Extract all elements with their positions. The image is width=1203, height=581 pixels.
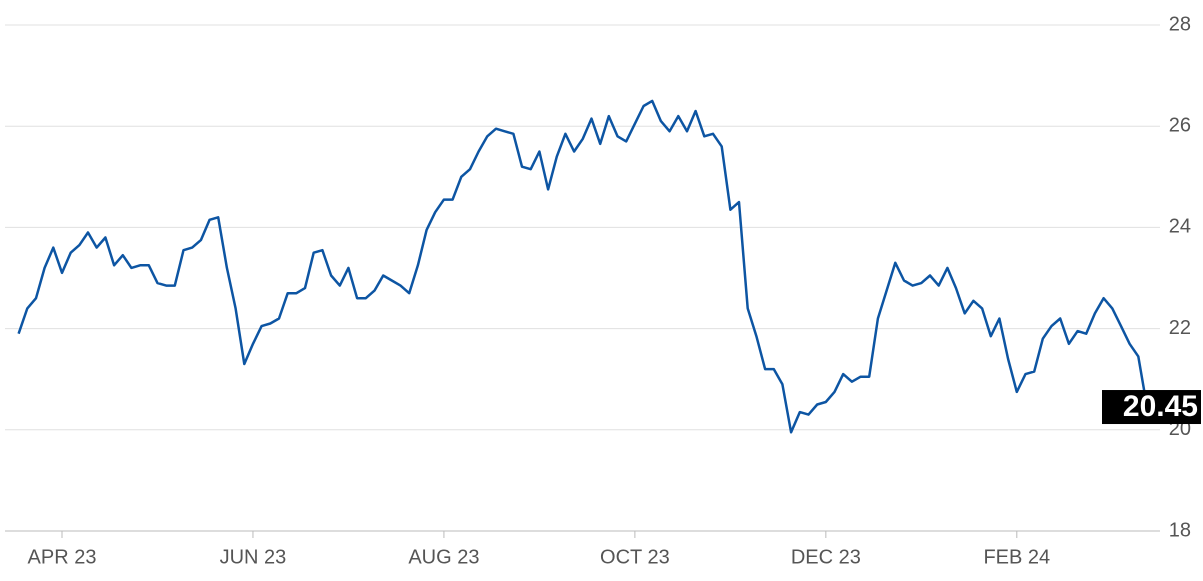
x-tick-label: OCT 23 [600, 546, 670, 568]
y-tick-label: 28 [1169, 13, 1191, 35]
price-line [17, 99, 1149, 434]
last-value-label: 20.45 [1123, 390, 1198, 423]
x-tick-label: DEC 23 [791, 546, 861, 568]
y-tick-label: 24 [1169, 216, 1191, 238]
x-tick-label: APR 23 [28, 546, 97, 568]
x-tick-label: JUN 23 [220, 546, 287, 568]
last-value-badge [1102, 390, 1201, 425]
x-tick-label: FEB 24 [983, 546, 1050, 568]
y-tick-label: 18 [1169, 519, 1191, 541]
y-tick-label: 22 [1169, 317, 1191, 339]
x-tick-label: AUG 23 [408, 546, 479, 568]
y-tick-label: 26 [1169, 114, 1191, 136]
